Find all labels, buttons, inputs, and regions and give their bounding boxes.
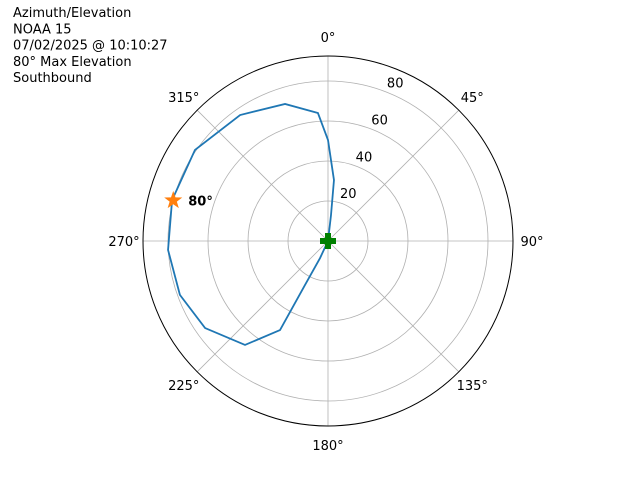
annotation-line: 07/02/2025 @ 10:10:27	[13, 39, 168, 54]
theta-tick-label: 225°	[168, 379, 199, 394]
theta-tick-label: 270°	[108, 235, 139, 250]
theta-tick-label: 315°	[168, 91, 199, 106]
annotation-line: 80° Max Elevation	[13, 55, 132, 70]
grid-line	[327, 109, 460, 242]
theta-tick-label: 135°	[457, 379, 488, 394]
theta-tick-label: 90°	[520, 235, 543, 250]
r-tick-label: 80	[387, 77, 404, 92]
max-marker	[164, 190, 183, 209]
annotation-line: Southbound	[13, 71, 92, 86]
theta-tick-label: 180°	[312, 439, 343, 454]
r-tick-label: 40	[356, 150, 373, 165]
r-tick-label: 60	[371, 113, 388, 128]
annotation-line: NOAA 15	[13, 22, 72, 37]
start-marker	[320, 233, 336, 249]
max-label: 80°	[188, 194, 213, 209]
grid-line	[327, 240, 460, 373]
theta-tick-label: 0°	[321, 31, 336, 46]
annotation-line: Azimuth/Elevation	[13, 6, 131, 21]
grid-line	[196, 240, 329, 373]
polar-frame	[142, 55, 514, 427]
r-tick-label: 20	[340, 187, 357, 202]
theta-tick-label: 45°	[461, 91, 484, 106]
